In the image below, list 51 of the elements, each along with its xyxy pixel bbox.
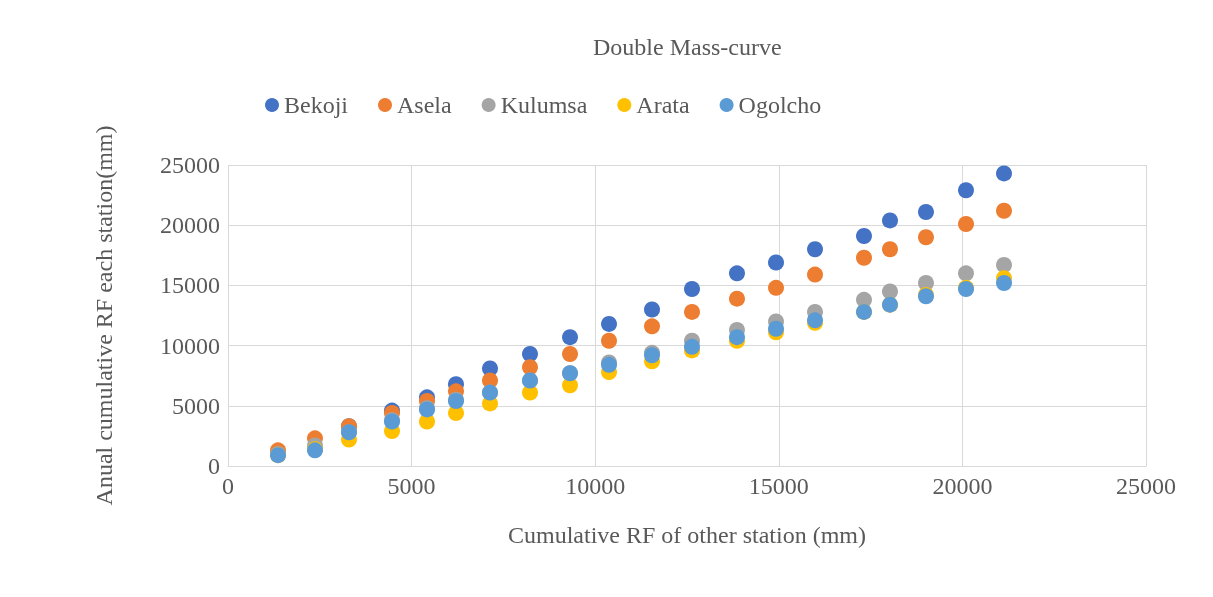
point (958, 216, 974, 232)
point (996, 202, 1012, 219)
point (728, 290, 745, 307)
x-tick-label: 20000 (932, 473, 993, 499)
point (601, 332, 618, 349)
legend-label: Asela (397, 92, 452, 118)
legend-label: Arata (636, 92, 690, 118)
y-tick-label: 15000 (160, 272, 220, 299)
point (996, 165, 1012, 182)
y-tick-label: 25000 (160, 152, 220, 178)
point (856, 228, 872, 245)
point (882, 212, 898, 229)
point (768, 320, 785, 337)
point (856, 249, 872, 266)
point (917, 229, 934, 246)
point (728, 265, 745, 282)
chart-title: Double Mass-curve (593, 34, 782, 60)
point (644, 301, 661, 318)
y-tick-label: 10000 (160, 332, 220, 359)
point (882, 283, 898, 300)
y-tick-label: 20000 (160, 212, 220, 239)
legend-label: Bekoji (284, 92, 349, 118)
point (601, 315, 618, 332)
y-axis-title: Anual cumulative RF each station(mm) (91, 125, 117, 506)
point (958, 182, 974, 199)
point (917, 203, 934, 220)
x-tick-label: 10000 (565, 473, 626, 499)
point (958, 265, 974, 282)
point (882, 241, 898, 258)
x-axis-title: Cumulative RF of other station (mm) (508, 522, 866, 548)
y-tick-label: 5000 (172, 392, 220, 419)
point (644, 318, 661, 335)
x-tick-label: 25000 (1116, 473, 1176, 499)
point (768, 279, 785, 296)
x-tick-label: 15000 (748, 473, 809, 499)
point (807, 266, 824, 283)
legend-label: Ogolcho (738, 92, 822, 118)
point (684, 281, 700, 298)
point (768, 254, 785, 271)
point (522, 359, 538, 376)
x-tick-label: 5000 (387, 473, 436, 499)
point (562, 329, 579, 346)
point (684, 338, 700, 355)
point (807, 241, 824, 258)
legend-label: Kulumsa (500, 92, 588, 118)
point (562, 346, 579, 363)
point (996, 256, 1012, 273)
point (684, 303, 700, 320)
y-tick-label: 0 (208, 453, 220, 479)
point (996, 275, 1012, 291)
point (522, 346, 538, 363)
